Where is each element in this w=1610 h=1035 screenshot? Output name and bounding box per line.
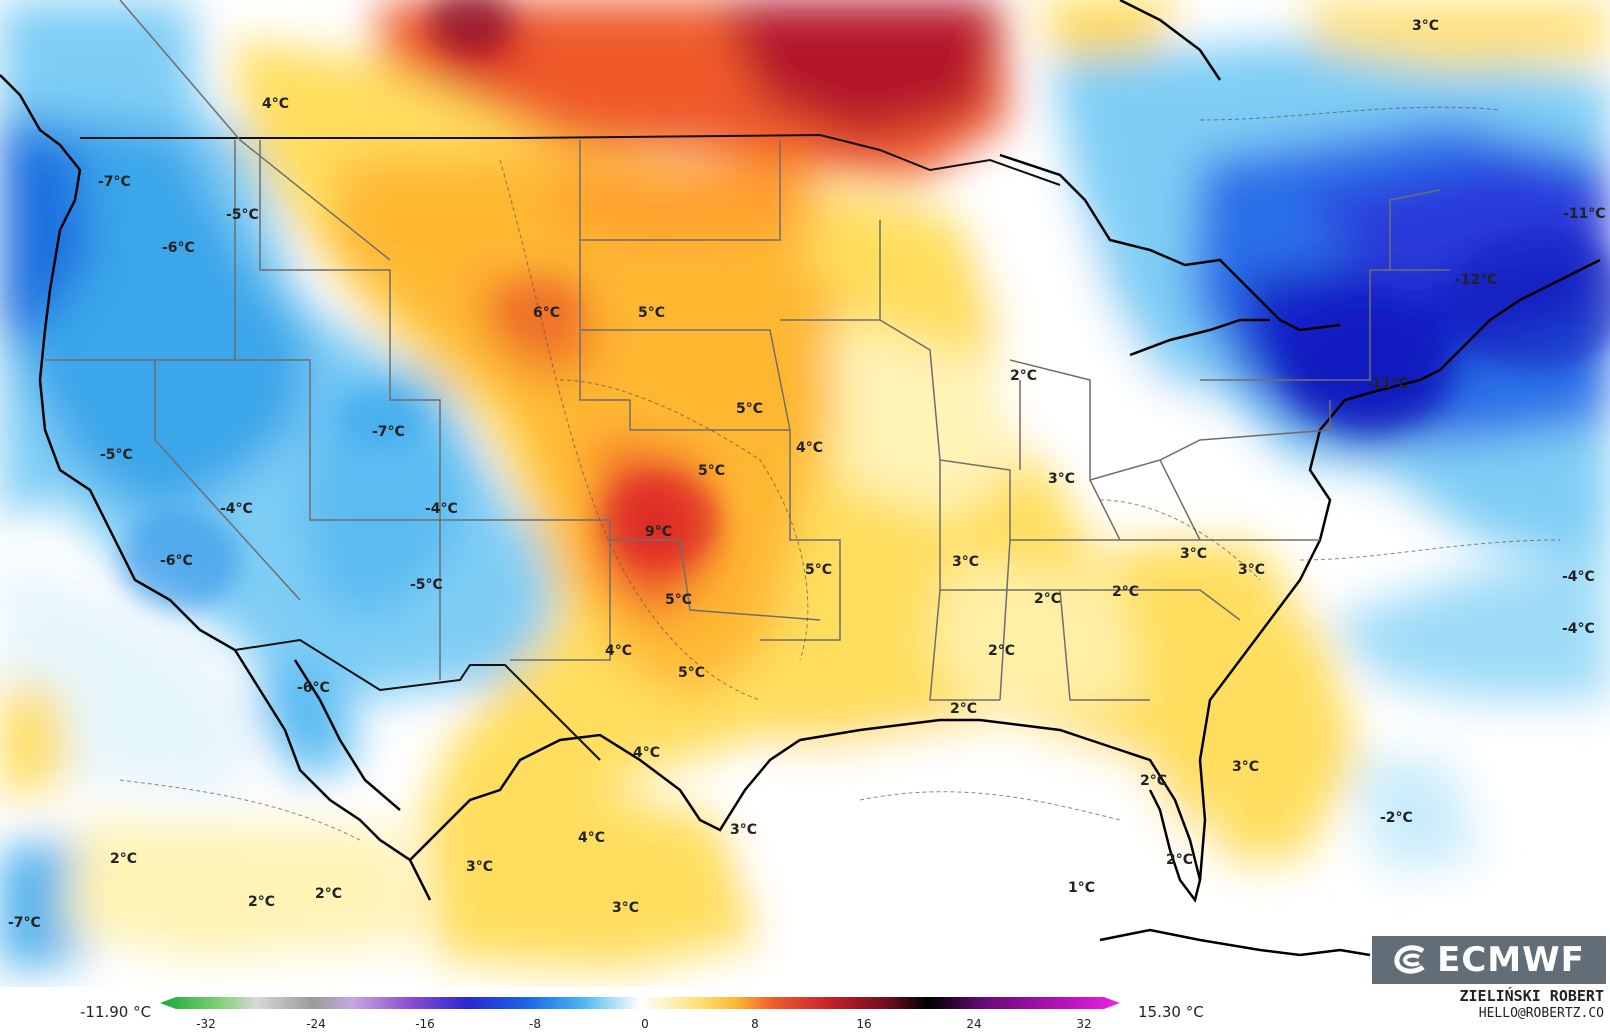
temp-label: 5°C: [736, 401, 763, 417]
coastlines: [0, 0, 1601, 957]
ecmwf-logo: ECMWF: [1372, 936, 1606, 984]
temp-label: -5°C: [410, 577, 443, 593]
temp-label: -7°C: [8, 915, 41, 931]
state-borders: [45, 0, 1450, 701]
temp-label: -4°C: [220, 501, 253, 517]
temp-label: 5°C: [698, 463, 725, 479]
temp-label: 2°C: [110, 851, 137, 867]
temp-label: -7°C: [98, 174, 131, 190]
temp-label: 4°C: [633, 745, 660, 761]
author-name: ZIELIŃSKI ROBERT: [1459, 987, 1605, 1005]
temp-label: 5°C: [638, 305, 665, 321]
temp-label: -6°C: [297, 680, 330, 696]
temp-label: 6°C: [533, 305, 560, 321]
legend-tick: -8: [529, 1017, 541, 1031]
temperature-labels: 4°C 3°C -7°C -5°C -6°C 6°C 5°C -11°C -12…: [8, 18, 1606, 931]
temp-label: -6°C: [160, 553, 193, 569]
legend-tick: -24: [306, 1017, 326, 1031]
legend-tick: 0: [641, 1017, 649, 1031]
legend-tick: -16: [415, 1017, 435, 1031]
temp-label: 3°C: [1412, 18, 1439, 34]
temp-label: -2°C: [1380, 810, 1413, 826]
ecmwf-swirl-icon: [1394, 945, 1425, 974]
temp-label: 3°C: [466, 859, 493, 875]
legend-max-label: 15.30 °C: [1138, 1003, 1204, 1021]
legend-min-label: -11.90 °C: [80, 1003, 152, 1021]
temp-label: 2°C: [1010, 368, 1037, 384]
temp-label: -6°C: [162, 240, 195, 256]
temp-label: 9°C: [645, 524, 672, 540]
temp-label: -11°C: [1366, 376, 1409, 392]
temp-label: -7°C: [372, 424, 405, 440]
color-scale-bar: [160, 997, 1120, 1009]
legend-tick: 32: [1076, 1017, 1092, 1031]
temp-label: 4°C: [796, 440, 823, 456]
temp-label: 4°C: [578, 830, 605, 846]
temp-label: 3°C: [612, 900, 639, 916]
temp-label: -5°C: [226, 207, 259, 223]
temp-label: -12°C: [1455, 272, 1498, 288]
temp-label: -4°C: [1562, 621, 1595, 637]
legend-tick: 16: [856, 1017, 872, 1031]
temp-label: 4°C: [262, 96, 289, 112]
temp-label: -5°C: [100, 447, 133, 463]
temp-label: 1°C: [1068, 880, 1095, 896]
temp-label: 2°C: [1166, 852, 1193, 868]
temp-label: 5°C: [678, 665, 705, 681]
temp-label: 3°C: [1048, 471, 1075, 487]
temp-label: 2°C: [1034, 591, 1061, 607]
temp-label: 3°C: [730, 822, 757, 838]
temp-label: 4°C: [605, 643, 632, 659]
temp-label: 3°C: [1180, 546, 1207, 562]
temp-label: -11°C: [1563, 206, 1606, 222]
legend-tick: 24: [966, 1017, 982, 1031]
temp-label: 2°C: [1112, 584, 1139, 600]
dashed-contours: [119, 106, 1561, 841]
temp-label: 2°C: [988, 643, 1015, 659]
temp-label: 5°C: [665, 592, 692, 608]
legend-tick: -32: [196, 1017, 216, 1031]
temp-label: -4°C: [1562, 569, 1595, 585]
temperature-anomaly-map: 4°C 3°C -7°C -5°C -6°C 6°C 5°C -11°C -12…: [0, 0, 1610, 970]
temp-label: 3°C: [1238, 562, 1265, 578]
temp-label: 2°C: [248, 894, 275, 910]
temp-label: 2°C: [1140, 773, 1167, 789]
temp-label: 3°C: [1232, 759, 1259, 775]
temp-label: 2°C: [315, 886, 342, 902]
color-scale-legend: -11.90 °C: [0, 987, 1610, 1035]
temp-label: -4°C: [425, 501, 458, 517]
temp-label: 5°C: [805, 562, 832, 578]
temp-label: 3°C: [952, 554, 979, 570]
ecmwf-logo-text: ECMWF: [1437, 940, 1585, 980]
author-email: HELLO@ROBERTZ.CO: [1478, 1006, 1604, 1021]
legend-tick: 8: [751, 1017, 759, 1031]
temp-label: 2°C: [950, 701, 977, 717]
country-borders: [80, 133, 1061, 761]
